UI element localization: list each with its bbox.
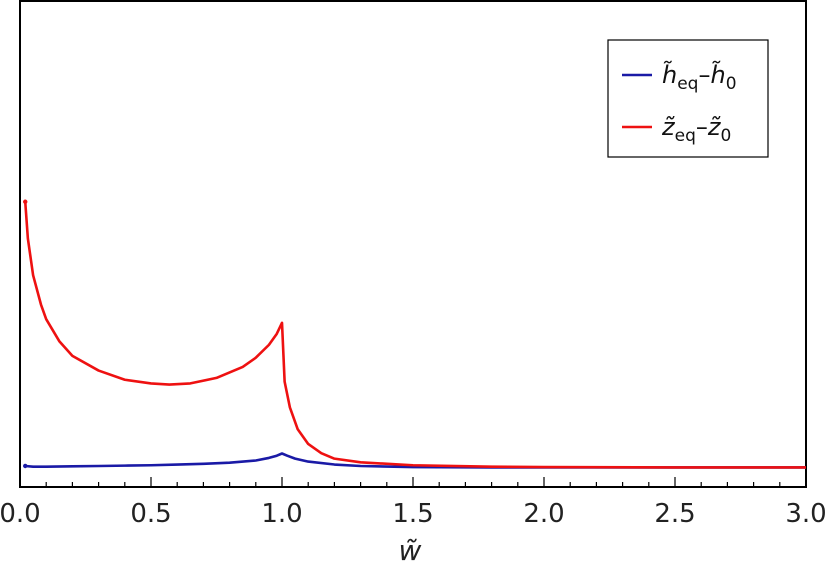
x-tick-label: 2.0 xyxy=(523,499,564,529)
x-tick-label: 2.5 xyxy=(654,499,695,529)
x-ticks: 0.0 0.5 1.0 1.5 2.0 2.5 3.0 xyxy=(0,477,827,529)
series-start-point xyxy=(23,199,28,204)
series-layer xyxy=(23,199,806,469)
legend-label: h̃eq–h̃0 xyxy=(662,61,737,94)
x-tick-label: 1.5 xyxy=(392,499,433,529)
x-tick-label: 1.0 xyxy=(261,499,302,529)
legend-label: z̃eq–z̃0 xyxy=(661,113,731,146)
series-line-z xyxy=(23,201,806,469)
series-start-point xyxy=(23,463,28,469)
x-tick-label: 0.5 xyxy=(130,499,171,529)
x-tick-label: 3.0 xyxy=(785,499,826,529)
x-axis-label: w̃ xyxy=(399,534,422,567)
legend: h̃eq–h̃0 z̃eq–z̃0 xyxy=(607,39,769,158)
legend-box xyxy=(607,39,769,158)
x-tick-label: 0.0 xyxy=(0,499,41,529)
series-line-h xyxy=(25,452,806,469)
